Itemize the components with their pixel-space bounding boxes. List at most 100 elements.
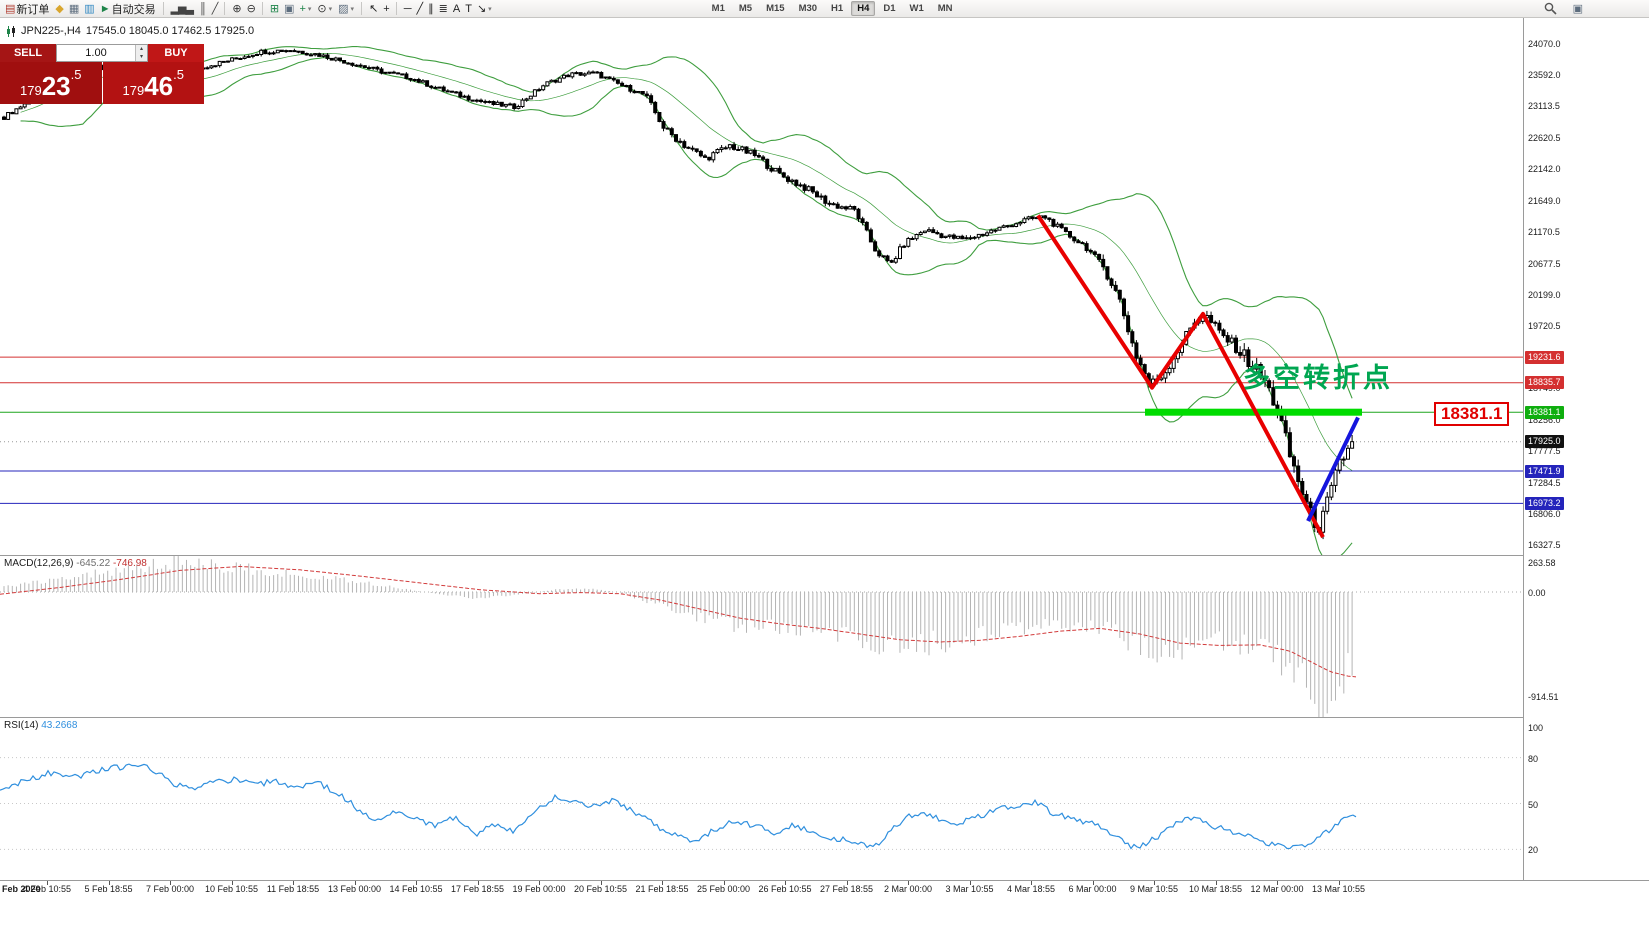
panel-separator: [0, 880, 1649, 881]
time-axis-tick: [1031, 881, 1032, 885]
time-axis-tick: [355, 881, 356, 885]
timeframe-button-m30[interactable]: M30: [798, 3, 818, 14]
macd-label: MACD(12,26,9) -645.22 -746.98: [4, 558, 147, 569]
time-axis-label: 10 Mar 18:55: [1188, 884, 1243, 894]
ask-price-frac: .5: [173, 67, 184, 82]
search-button[interactable]: [1541, 1, 1560, 17]
rsi-name: RSI(14): [4, 720, 39, 731]
time-axis-label: 4 Feb 10:55: [22, 884, 72, 894]
timeframe-button-w1[interactable]: W1: [909, 3, 924, 14]
new-window-button[interactable]: ▣: [1570, 1, 1585, 17]
time-axis[interactable]: Feb 2020 4 Feb 10:55 5 Feb 18:55 7 Feb 00:0…: [0, 881, 1649, 897]
cursor-button[interactable]: ↖: [366, 1, 380, 17]
trade-panel-price-row: 179 23.5 179 46.5: [0, 62, 204, 104]
volume-up-button[interactable]: ▴: [136, 45, 147, 53]
rsi-canvas[interactable]: [0, 718, 1523, 880]
arrows-button[interactable]: ↘ ▾: [474, 1, 495, 17]
bar-chart-button[interactable]: ▂▅▃: [168, 1, 196, 17]
main-chart-panel[interactable]: [0, 18, 1523, 555]
arrows-icon: ↘: [476, 2, 486, 15]
time-axis-tick: [109, 881, 110, 885]
time-axis-label: 2 Mar 00:00: [883, 884, 933, 894]
timeframe-button-m15[interactable]: M15: [766, 3, 785, 14]
fibonacci-button[interactable]: ≣: [436, 1, 450, 17]
template-icon: ▨: [338, 2, 348, 15]
timeframe-button-mn[interactable]: MN: [937, 3, 953, 14]
macd-axis-label: 0.00: [1528, 588, 1546, 598]
toolbar: ▤ 新订单 ◆ ▦ ▥ ► 自动交易 ▂▅▃ ║ ╱ ⊕ ⊖ ⊞ ▣ + ▾ ⊙ ▾ ▨ ▾ ↖ + ─ ╱ ∥ ≣ A T ↘ ▾ M1…: [0, 0, 1649, 18]
timeframe-group: M1 M5 M15 M30 H1 H4 D1 W1 MN: [705, 1, 960, 17]
print-button[interactable]: ▦: [66, 1, 81, 17]
zoom-in-icon: ⊕: [232, 2, 241, 15]
timeframe-button-m1[interactable]: M1: [711, 3, 725, 14]
time-axis-tick: [232, 881, 233, 885]
support-price-tag[interactable]: 18381.1: [1434, 402, 1510, 426]
line-chart-button[interactable]: ╱: [209, 1, 221, 17]
equidistant-channel-button[interactable]: ∥: [425, 1, 436, 17]
horizontal-line-button[interactable]: ─: [401, 1, 414, 17]
macd-axis-label: 263.58: [1528, 558, 1556, 568]
indicators-button[interactable]: + ▾: [296, 1, 314, 17]
macd-canvas[interactable]: [0, 556, 1523, 717]
trendline-button[interactable]: ╱: [414, 1, 426, 17]
period-button[interactable]: ⊙ ▾: [314, 1, 335, 17]
timeframe-button-h4[interactable]: H4: [851, 1, 876, 16]
trend-zigzag-line[interactable]: [1036, 214, 1325, 539]
time-axis-tick: [170, 881, 171, 885]
volume-input[interactable]: 1.00 ▴ ▾: [56, 44, 148, 62]
time-axis-tick: [970, 881, 971, 885]
autotrade-label: 自动交易: [111, 3, 156, 16]
rebound-line[interactable]: [1306, 416, 1360, 522]
ask-price-button[interactable]: 179 46.5: [102, 62, 204, 104]
sell-button[interactable]: SELL: [0, 44, 56, 62]
buy-button[interactable]: BUY: [148, 44, 204, 62]
chevron-down-icon: ▾: [328, 5, 333, 13]
print-icon: ▦: [68, 2, 79, 15]
timeframe-button-h1[interactable]: H1: [831, 3, 844, 14]
time-axis-label: 13 Mar 10:55: [1311, 884, 1366, 894]
text-button[interactable]: A: [450, 1, 462, 17]
line-chart-icon: ╱: [211, 2, 219, 15]
bid-price-button[interactable]: 179 23.5: [0, 62, 102, 104]
time-axis-tick: [601, 881, 602, 885]
toolbar-right: ▣: [1541, 1, 1585, 17]
auto-arrange-button[interactable]: ▣: [281, 1, 296, 17]
toolbar-left-groups: ▤ 新订单 ◆ ▦ ▥ ► 自动交易 ▂▅▃ ║ ╱ ⊕ ⊖ ⊞ ▣ + ▾ ⊙ ▾ ▨ ▾ ↖ + ─ ╱ ∥ ≣ A T ↘ ▾: [2, 1, 495, 17]
timeframe-button-d1[interactable]: D1: [883, 3, 896, 14]
price-level-tag: 19231.6: [1525, 351, 1564, 364]
candle-chart-button[interactable]: ║: [196, 1, 209, 17]
data-window-button[interactable]: ▥: [81, 1, 96, 17]
time-axis-label: 21 Feb 18:55: [635, 884, 689, 894]
macd-main-value: -645.22: [76, 558, 111, 569]
support-zone-bar[interactable]: [1145, 408, 1362, 416]
chart-icon: [7, 25, 15, 37]
main-chart-canvas[interactable]: [0, 18, 1523, 555]
price-axis-label: 16806.0: [1528, 509, 1561, 519]
rsi-panel[interactable]: [0, 718, 1523, 880]
price-axis[interactable]: 24070.0 23592.0 23113.5 22620.5 22142.0 21649…: [1524, 18, 1649, 880]
macd-axis-label: -914.51: [1528, 692, 1559, 702]
timeframe-button-m5[interactable]: M5: [738, 3, 753, 14]
rsi-axis-label: 20: [1528, 845, 1539, 855]
price-level-tag: 17471.9: [1525, 465, 1564, 478]
text-label-button[interactable]: T: [462, 1, 474, 17]
new-order-icon: ▤: [5, 2, 15, 15]
autotrade-button[interactable]: ► 自动交易: [97, 1, 159, 17]
zoom-out-button[interactable]: ⊖: [244, 1, 258, 17]
macd-panel[interactable]: [0, 556, 1523, 717]
time-axis-label: 3 Mar 10:55: [945, 884, 994, 894]
time-axis-label: 13 Feb 00:00: [327, 884, 382, 894]
candle-chart-icon: ║: [198, 2, 207, 15]
annotation-text[interactable]: 多空转折点: [1243, 363, 1393, 393]
time-axis-label: 20 Feb 10:55: [573, 884, 628, 894]
chart-window-button[interactable]: ◆: [52, 1, 65, 17]
volume-down-button[interactable]: ▾: [136, 53, 147, 61]
new-order-button[interactable]: ▤ 新订单: [2, 1, 52, 17]
zoom-in-button[interactable]: ⊕: [229, 1, 243, 17]
time-axis-tick: [1216, 881, 1217, 885]
tile-windows-button[interactable]: ⊞: [267, 1, 281, 17]
time-axis-label: 7 Feb 00:00: [145, 884, 195, 894]
template-button[interactable]: ▨ ▾: [335, 1, 357, 17]
crosshair-button[interactable]: +: [380, 1, 391, 17]
indicators-icon: +: [299, 2, 306, 15]
